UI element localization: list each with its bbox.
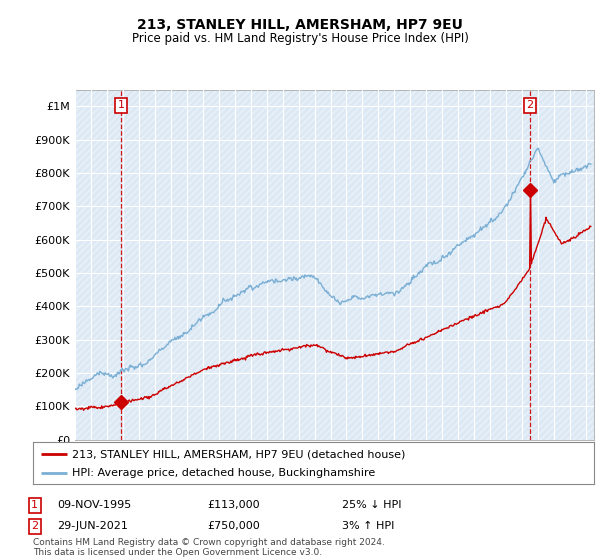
Text: 3% ↑ HPI: 3% ↑ HPI <box>342 521 394 531</box>
Text: 1: 1 <box>31 500 38 510</box>
Text: 25% ↓ HPI: 25% ↓ HPI <box>342 500 401 510</box>
Text: HPI: Average price, detached house, Buckinghamshire: HPI: Average price, detached house, Buck… <box>72 468 376 478</box>
Text: 09-NOV-1995: 09-NOV-1995 <box>57 500 131 510</box>
Text: £113,000: £113,000 <box>207 500 260 510</box>
Text: Price paid vs. HM Land Registry's House Price Index (HPI): Price paid vs. HM Land Registry's House … <box>131 32 469 45</box>
Text: 213, STANLEY HILL, AMERSHAM, HP7 9EU: 213, STANLEY HILL, AMERSHAM, HP7 9EU <box>137 18 463 32</box>
Text: Contains HM Land Registry data © Crown copyright and database right 2024.
This d: Contains HM Land Registry data © Crown c… <box>33 538 385 557</box>
Text: 2: 2 <box>527 100 533 110</box>
Text: 213, STANLEY HILL, AMERSHAM, HP7 9EU (detached house): 213, STANLEY HILL, AMERSHAM, HP7 9EU (de… <box>72 449 406 459</box>
Text: 29-JUN-2021: 29-JUN-2021 <box>57 521 128 531</box>
Text: £750,000: £750,000 <box>207 521 260 531</box>
Text: 1: 1 <box>118 100 124 110</box>
Text: 2: 2 <box>31 521 38 531</box>
